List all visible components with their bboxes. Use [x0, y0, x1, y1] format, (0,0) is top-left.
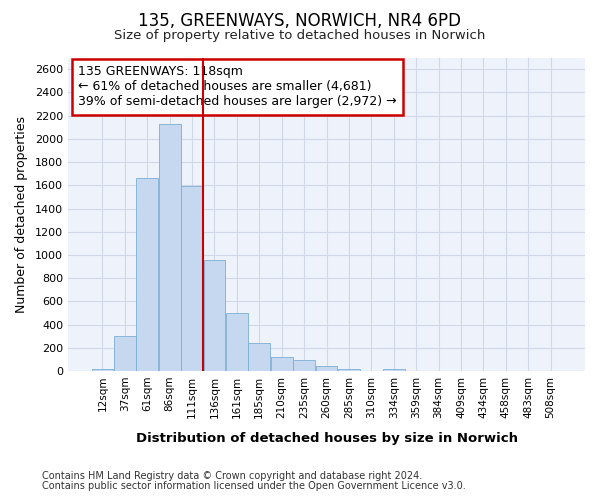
Bar — [226, 313, 248, 371]
Bar — [383, 369, 404, 371]
Bar — [114, 336, 136, 371]
X-axis label: Distribution of detached houses by size in Norwich: Distribution of detached houses by size … — [136, 432, 518, 445]
Bar — [271, 356, 293, 371]
Bar — [136, 178, 158, 371]
Text: Contains HM Land Registry data © Crown copyright and database right 2024.: Contains HM Land Registry data © Crown c… — [42, 471, 422, 481]
Bar — [92, 369, 113, 371]
Text: Contains public sector information licensed under the Open Government Licence v3: Contains public sector information licen… — [42, 481, 466, 491]
Bar — [406, 370, 427, 371]
Bar — [450, 370, 472, 371]
Bar — [203, 260, 226, 371]
Text: 135 GREENWAYS: 118sqm
← 61% of detached houses are smaller (4,681)
39% of semi-d: 135 GREENWAYS: 118sqm ← 61% of detached … — [79, 66, 397, 108]
Bar — [361, 370, 382, 371]
Text: Size of property relative to detached houses in Norwich: Size of property relative to detached ho… — [115, 29, 485, 42]
Bar — [428, 370, 449, 371]
Y-axis label: Number of detached properties: Number of detached properties — [15, 116, 28, 313]
Text: 135, GREENWAYS, NORWICH, NR4 6PD: 135, GREENWAYS, NORWICH, NR4 6PD — [139, 12, 461, 30]
Bar — [316, 366, 337, 371]
Bar — [181, 186, 203, 371]
Bar — [293, 360, 315, 371]
Bar — [159, 124, 181, 371]
Bar — [248, 342, 270, 371]
Bar — [338, 370, 360, 371]
